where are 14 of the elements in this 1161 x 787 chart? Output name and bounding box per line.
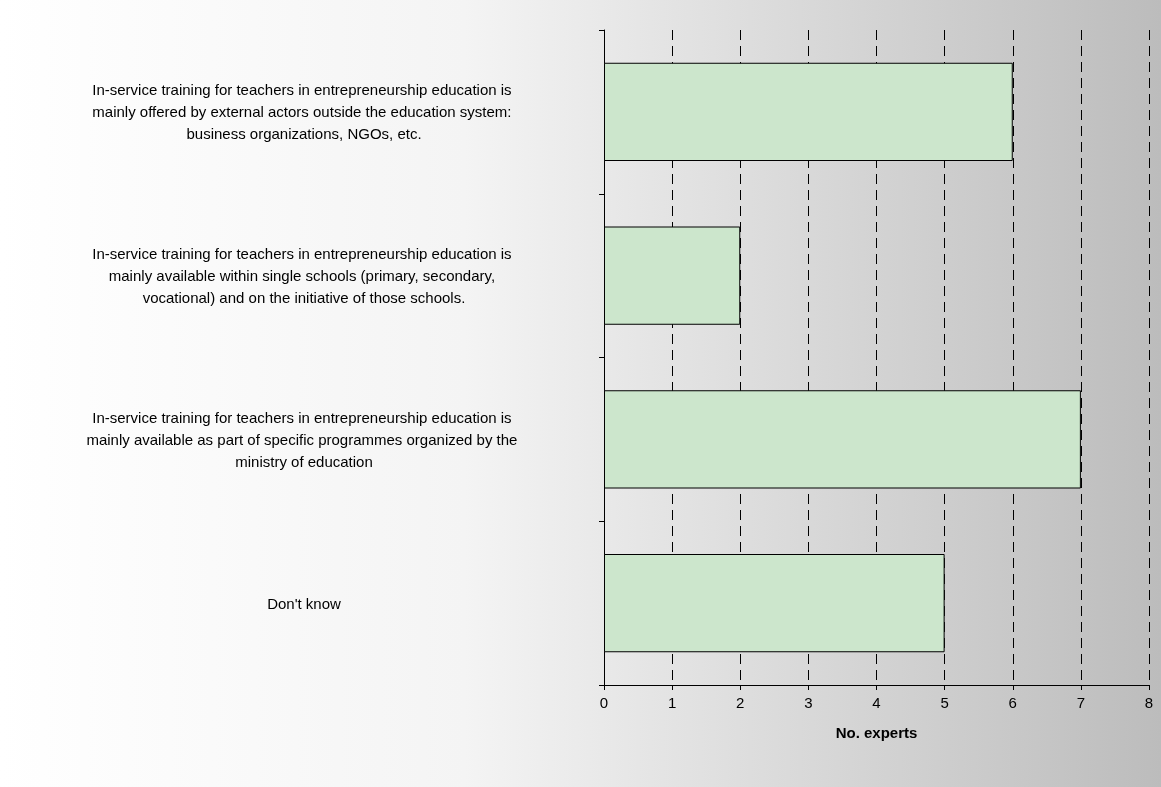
x-tick-label: 8 (1144, 694, 1154, 711)
x-tick-label: 7 (1076, 694, 1086, 711)
y-tick-label: In-service training for teachers in entrepreneurship education is mainly available as part of specific programmes organized by the ministry of education (86, 408, 522, 470)
x-tick-label: 2 (736, 694, 745, 711)
x-axis-title: No. experts (835, 724, 918, 741)
x-tick-label: 6 (1008, 694, 1017, 711)
x-tick-label: 1 (667, 694, 677, 711)
y-tick-label: In-service training for teachers in entrepreneurship education is mainly offered by external actors outside the education system: business organizations, NGOs, etc. (92, 81, 516, 143)
y-tick-label: In-service training for teachers in entrepreneurship education is mainly available within single schools (primary, secondary, vocational) and on the initiative of those schools. (92, 245, 516, 307)
x-tick-label: 3 (804, 694, 813, 711)
x-tick-label: 4 (872, 694, 881, 711)
y-tick-label: Don't know (267, 594, 342, 612)
x-tick-label: 0 (599, 694, 609, 711)
x-tick-label: 5 (940, 694, 949, 711)
